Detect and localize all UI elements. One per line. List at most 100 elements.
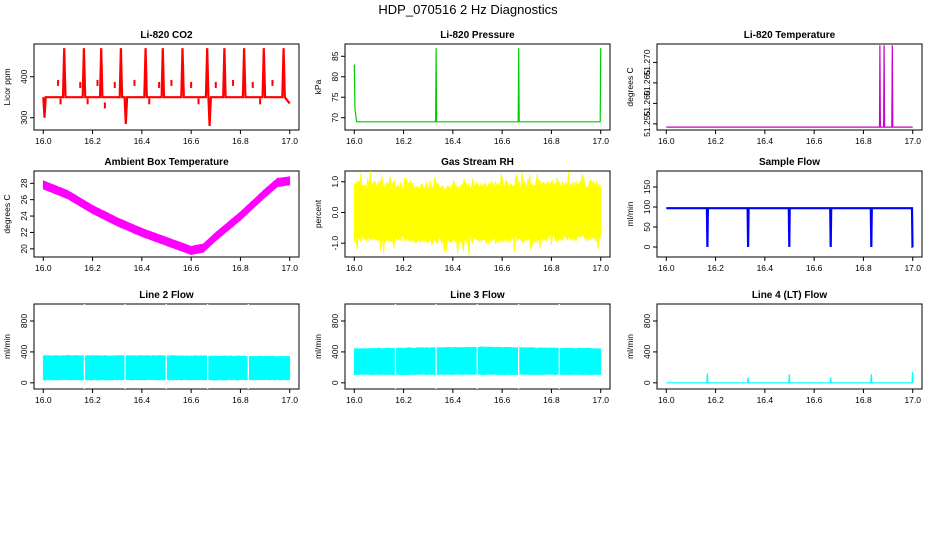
panel-ambient-box-temperature: Ambient Box Temperature degrees C 16.0 16.2… xyxy=(2,157,300,273)
x-tick-label: 16.8 xyxy=(543,136,560,146)
x-tick-label: 16.8 xyxy=(855,136,872,146)
y-axis-label: kPa xyxy=(313,79,323,94)
series-line xyxy=(353,48,602,123)
x-tick-label: 16.6 xyxy=(183,136,200,146)
x-tick-label: 17.0 xyxy=(281,136,298,146)
x-tick-label: 16.4 xyxy=(757,395,774,405)
panel-line-3-flow: Line 3 Flow ml/min 16.0 16.2 16.4 16.6 16.8 17.… xyxy=(313,290,611,405)
x-tick-label: 16.4 xyxy=(134,136,151,146)
plot-frame xyxy=(33,43,300,131)
x-tick-label: 16.8 xyxy=(855,395,872,405)
y-tick-label: 0.0 xyxy=(330,206,340,218)
panel-title: Ambient Box Temperature xyxy=(104,157,229,168)
series-point xyxy=(86,98,89,105)
series-band xyxy=(42,176,291,255)
x-tick-label: 17.0 xyxy=(592,263,609,273)
series-point xyxy=(103,102,106,109)
series-group xyxy=(353,171,602,256)
panel-sample-flow: Sample Flow ml/min 16.0 16.2 16.4 16.6 16.8 17.… xyxy=(625,157,923,273)
x-tick-label: 17.0 xyxy=(904,136,921,146)
x-tick-label: 16.4 xyxy=(445,263,462,273)
y-axis-label: ml/min xyxy=(625,201,635,226)
y-tick-label: 0 xyxy=(19,380,29,385)
series-point xyxy=(158,81,161,88)
y-tick-label: 75 xyxy=(330,92,340,102)
x-tick-label: 17.0 xyxy=(592,136,609,146)
plot-frame xyxy=(344,43,611,131)
y-tick-label: 400 xyxy=(642,345,652,359)
x-tick-label: 16.0 xyxy=(658,136,675,146)
plot-frame xyxy=(656,170,923,258)
y-tick-label: 22 xyxy=(19,227,29,237)
y-tick-label: 0 xyxy=(642,244,652,249)
y-tick-label: 400 xyxy=(19,69,29,83)
x-tick-label: 16.2 xyxy=(395,263,412,273)
x-tick-label: 16.6 xyxy=(494,136,511,146)
x-tick-label: 17.0 xyxy=(904,263,921,273)
series-line xyxy=(666,207,914,249)
panel-title: Line 4 (LT) Flow xyxy=(752,290,828,301)
series-point xyxy=(251,81,254,88)
y-tick-label: 0 xyxy=(642,380,652,385)
x-tick-label: 16.0 xyxy=(35,263,52,273)
x-tick-label: 17.0 xyxy=(592,395,609,405)
y-tick-label: 51.255 xyxy=(642,111,652,137)
y-tick-label: 50 xyxy=(642,222,652,232)
y-axis-label: percent xyxy=(313,199,323,228)
series-group xyxy=(42,176,291,255)
series-point xyxy=(170,79,173,86)
y-tick-label: 150 xyxy=(642,180,652,194)
series-point xyxy=(59,98,62,105)
x-tick-label: 16.4 xyxy=(757,263,774,273)
y-tick-label: 400 xyxy=(19,345,29,359)
x-tick-label: 16.4 xyxy=(445,136,462,146)
series-point xyxy=(57,79,60,86)
y-tick-label: 51.265 xyxy=(642,70,652,96)
x-tick-label: 16.8 xyxy=(232,263,249,273)
y-tick-label: 24 xyxy=(19,211,29,221)
series-point xyxy=(259,98,262,105)
panel-gas-stream-rh: Gas Stream RH percent 16.0 16.2 16.4 16.6 16.8… xyxy=(313,157,611,273)
series-point xyxy=(96,79,99,86)
panel-line-2-flow: Line 2 Flow ml/min 16.0 16.2 16.4 16.6 16.8 17.… xyxy=(2,290,300,405)
plot-frame xyxy=(344,170,611,258)
y-axis-label: degrees C xyxy=(625,67,635,106)
plot-frame xyxy=(33,170,300,258)
series-point xyxy=(190,81,193,88)
y-tick-label: 70 xyxy=(330,113,340,123)
x-tick-label: 16.8 xyxy=(855,263,872,273)
y-tick-label: 800 xyxy=(19,314,29,328)
plot-frame xyxy=(656,43,923,131)
x-tick-label: 16.4 xyxy=(445,395,462,405)
x-tick-label: 16.0 xyxy=(35,136,52,146)
x-tick-label: 16.2 xyxy=(84,395,101,405)
y-tick-label: 85 xyxy=(330,51,340,61)
x-tick-label: 16.0 xyxy=(346,395,363,405)
x-tick-label: 16.6 xyxy=(183,263,200,273)
series-group xyxy=(42,48,291,126)
series-group xyxy=(353,48,602,123)
plot-frame xyxy=(656,303,923,390)
x-tick-label: 16.0 xyxy=(346,136,363,146)
series-line xyxy=(666,45,913,128)
series-line xyxy=(666,371,914,384)
series-point xyxy=(148,98,151,105)
x-tick-label: 16.6 xyxy=(183,395,200,405)
x-tick-label: 16.4 xyxy=(757,136,774,146)
panel-title: Line 2 Flow xyxy=(139,290,194,301)
y-tick-label: 0 xyxy=(330,380,340,385)
page-title: HDP_070516 2 Hz Diagnostics xyxy=(378,2,558,17)
series-point xyxy=(197,98,200,105)
series-point xyxy=(133,79,136,86)
series-point xyxy=(232,79,235,86)
panel-title: Li-820 CO2 xyxy=(140,30,193,41)
series-point xyxy=(271,79,274,86)
y-tick-label: 400 xyxy=(330,345,340,359)
x-tick-label: 16.8 xyxy=(543,395,560,405)
panel-title: Sample Flow xyxy=(759,157,820,168)
x-tick-label: 16.6 xyxy=(494,263,511,273)
x-tick-label: 16.0 xyxy=(346,263,363,273)
y-tick-label: 51.260 xyxy=(642,90,652,116)
y-tick-label: 1.0 xyxy=(330,176,340,188)
